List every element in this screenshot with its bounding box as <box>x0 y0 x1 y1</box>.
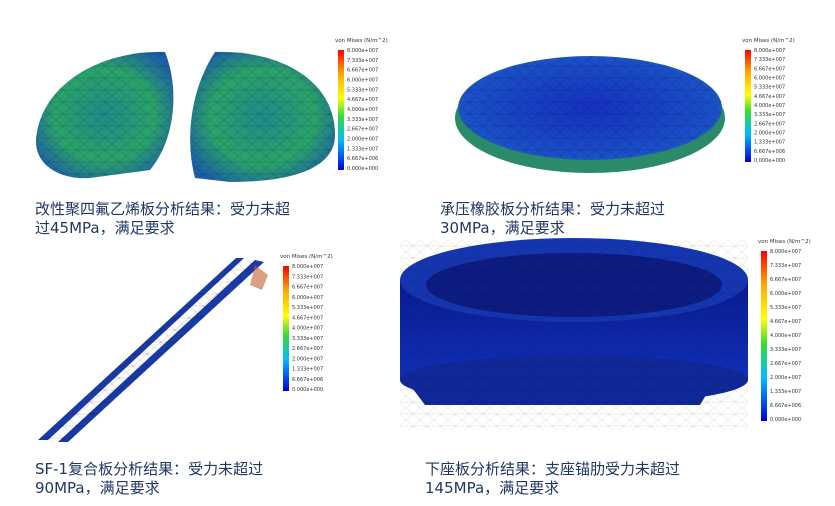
legend-label: 6.000e+007 <box>754 76 785 82</box>
color-bar <box>283 266 289 391</box>
color-bar <box>761 251 767 421</box>
legend-label: 2.667e+007 <box>347 127 378 133</box>
legend-label: 5.333e+007 <box>347 87 378 93</box>
legend-label: 6.667e+007 <box>754 66 785 72</box>
legend-label: 0.000e+000 <box>347 166 378 172</box>
legend-label: 8.000e+007 <box>754 48 785 54</box>
legend-label: 2.000e+007 <box>770 375 801 381</box>
caption-line: 90MPa，满足要求 <box>35 479 160 497</box>
legend-title: von Mises (N/m^2) <box>758 239 811 245</box>
legend-label: 2.667e+007 <box>770 361 801 367</box>
legend-label: 0.000e+000 <box>770 417 801 423</box>
legend-label: 4.667e+007 <box>770 319 801 325</box>
legend-label: 4.000e+007 <box>347 107 378 113</box>
panel-4-model <box>400 238 748 430</box>
legend-label: 6.000e+007 <box>770 291 801 297</box>
legend-label: 2.000e+007 <box>347 137 378 143</box>
legend-title: von Mises (N/m^2) <box>335 38 388 44</box>
legend-label: 7.333e+007 <box>292 274 323 280</box>
legend-label: 1.333e+007 <box>292 367 323 373</box>
color-bar <box>338 50 344 170</box>
legends: von Mises (N/m^2) 8.000e+007 7.333e+007 6.6… <box>280 38 811 423</box>
legend-label: 4.000e+007 <box>770 333 801 339</box>
legend-label: 4.667e+007 <box>347 97 378 103</box>
legend-label: 7.333e+007 <box>347 58 378 64</box>
legend-label: 6.667e+006 <box>770 403 801 409</box>
legend-label: 6.000e+007 <box>347 78 378 84</box>
caption-line: 改性聚四氟乙烯板分析结果：受力未超 <box>35 200 290 218</box>
legend-label: 6.667e+007 <box>347 68 378 74</box>
legend-label: 4.000e+007 <box>754 103 785 109</box>
legend-label: 8.000e+007 <box>347 48 378 54</box>
legend-label: 3.333e+007 <box>754 112 785 118</box>
caption-line: SF-1复合板分析结果：受力未超过 <box>35 460 263 478</box>
legend-label: 2.000e+007 <box>754 131 785 137</box>
caption-line: 145MPa，满足要求 <box>425 479 559 497</box>
legend-label: 1.333e+007 <box>754 140 785 146</box>
panel-2-model <box>455 56 725 173</box>
legend-label: 4.667e+007 <box>754 94 785 100</box>
legend-label: 7.333e+007 <box>754 57 785 63</box>
legend-label: 2.000e+007 <box>292 356 323 362</box>
caption-line: 下座板分析结果：支座锚肋受力未超过 <box>425 460 680 478</box>
color-bar <box>745 50 751 162</box>
caption-line: 承压橡胶板分析结果：受力未超过 <box>440 200 665 218</box>
panel-3-model <box>38 258 268 442</box>
legend-label: 2.667e+007 <box>754 121 785 127</box>
legend-label: 0.000e+000 <box>754 158 785 164</box>
caption-line: 过45MPa，满足要求 <box>35 219 175 237</box>
legend-label: 4.667e+007 <box>292 315 323 321</box>
legend-title: von Mises (N/m^2) <box>742 38 795 44</box>
legend-label: 7.333e+007 <box>770 263 801 269</box>
legend-label: 6.667e+007 <box>292 285 323 291</box>
legend-label: 5.333e+007 <box>754 85 785 91</box>
legend-label: 3.333e+007 <box>770 347 801 353</box>
legend-label: 1.333e+007 <box>770 389 801 395</box>
legend-label: 6.667e+007 <box>770 277 801 283</box>
legend-label: 6.667e+006 <box>292 377 323 383</box>
legend-label: 1.333e+007 <box>347 146 378 152</box>
legend-label: 5.333e+007 <box>292 305 323 311</box>
legend-label: 8.000e+007 <box>292 264 323 270</box>
legend-label: 5.333e+007 <box>770 305 801 311</box>
legend-label: 6.000e+007 <box>292 295 323 301</box>
legend-label: 3.333e+007 <box>347 117 378 123</box>
caption-line: 30MPa，满足要求 <box>440 219 565 237</box>
legend-label: 2.667e+007 <box>292 346 323 352</box>
legend-label: 6.667e+006 <box>347 156 378 162</box>
legend-title: von Mises (N/m^2) <box>280 254 333 260</box>
legend-label: 4.000e+007 <box>292 326 323 332</box>
legend-label: 6.667e+006 <box>754 149 785 155</box>
panel-1-model <box>35 51 335 182</box>
legend-label: 0.000e+000 <box>292 387 323 393</box>
legend-label: 8.000e+007 <box>770 249 801 255</box>
legend-label: 3.333e+007 <box>292 336 323 342</box>
